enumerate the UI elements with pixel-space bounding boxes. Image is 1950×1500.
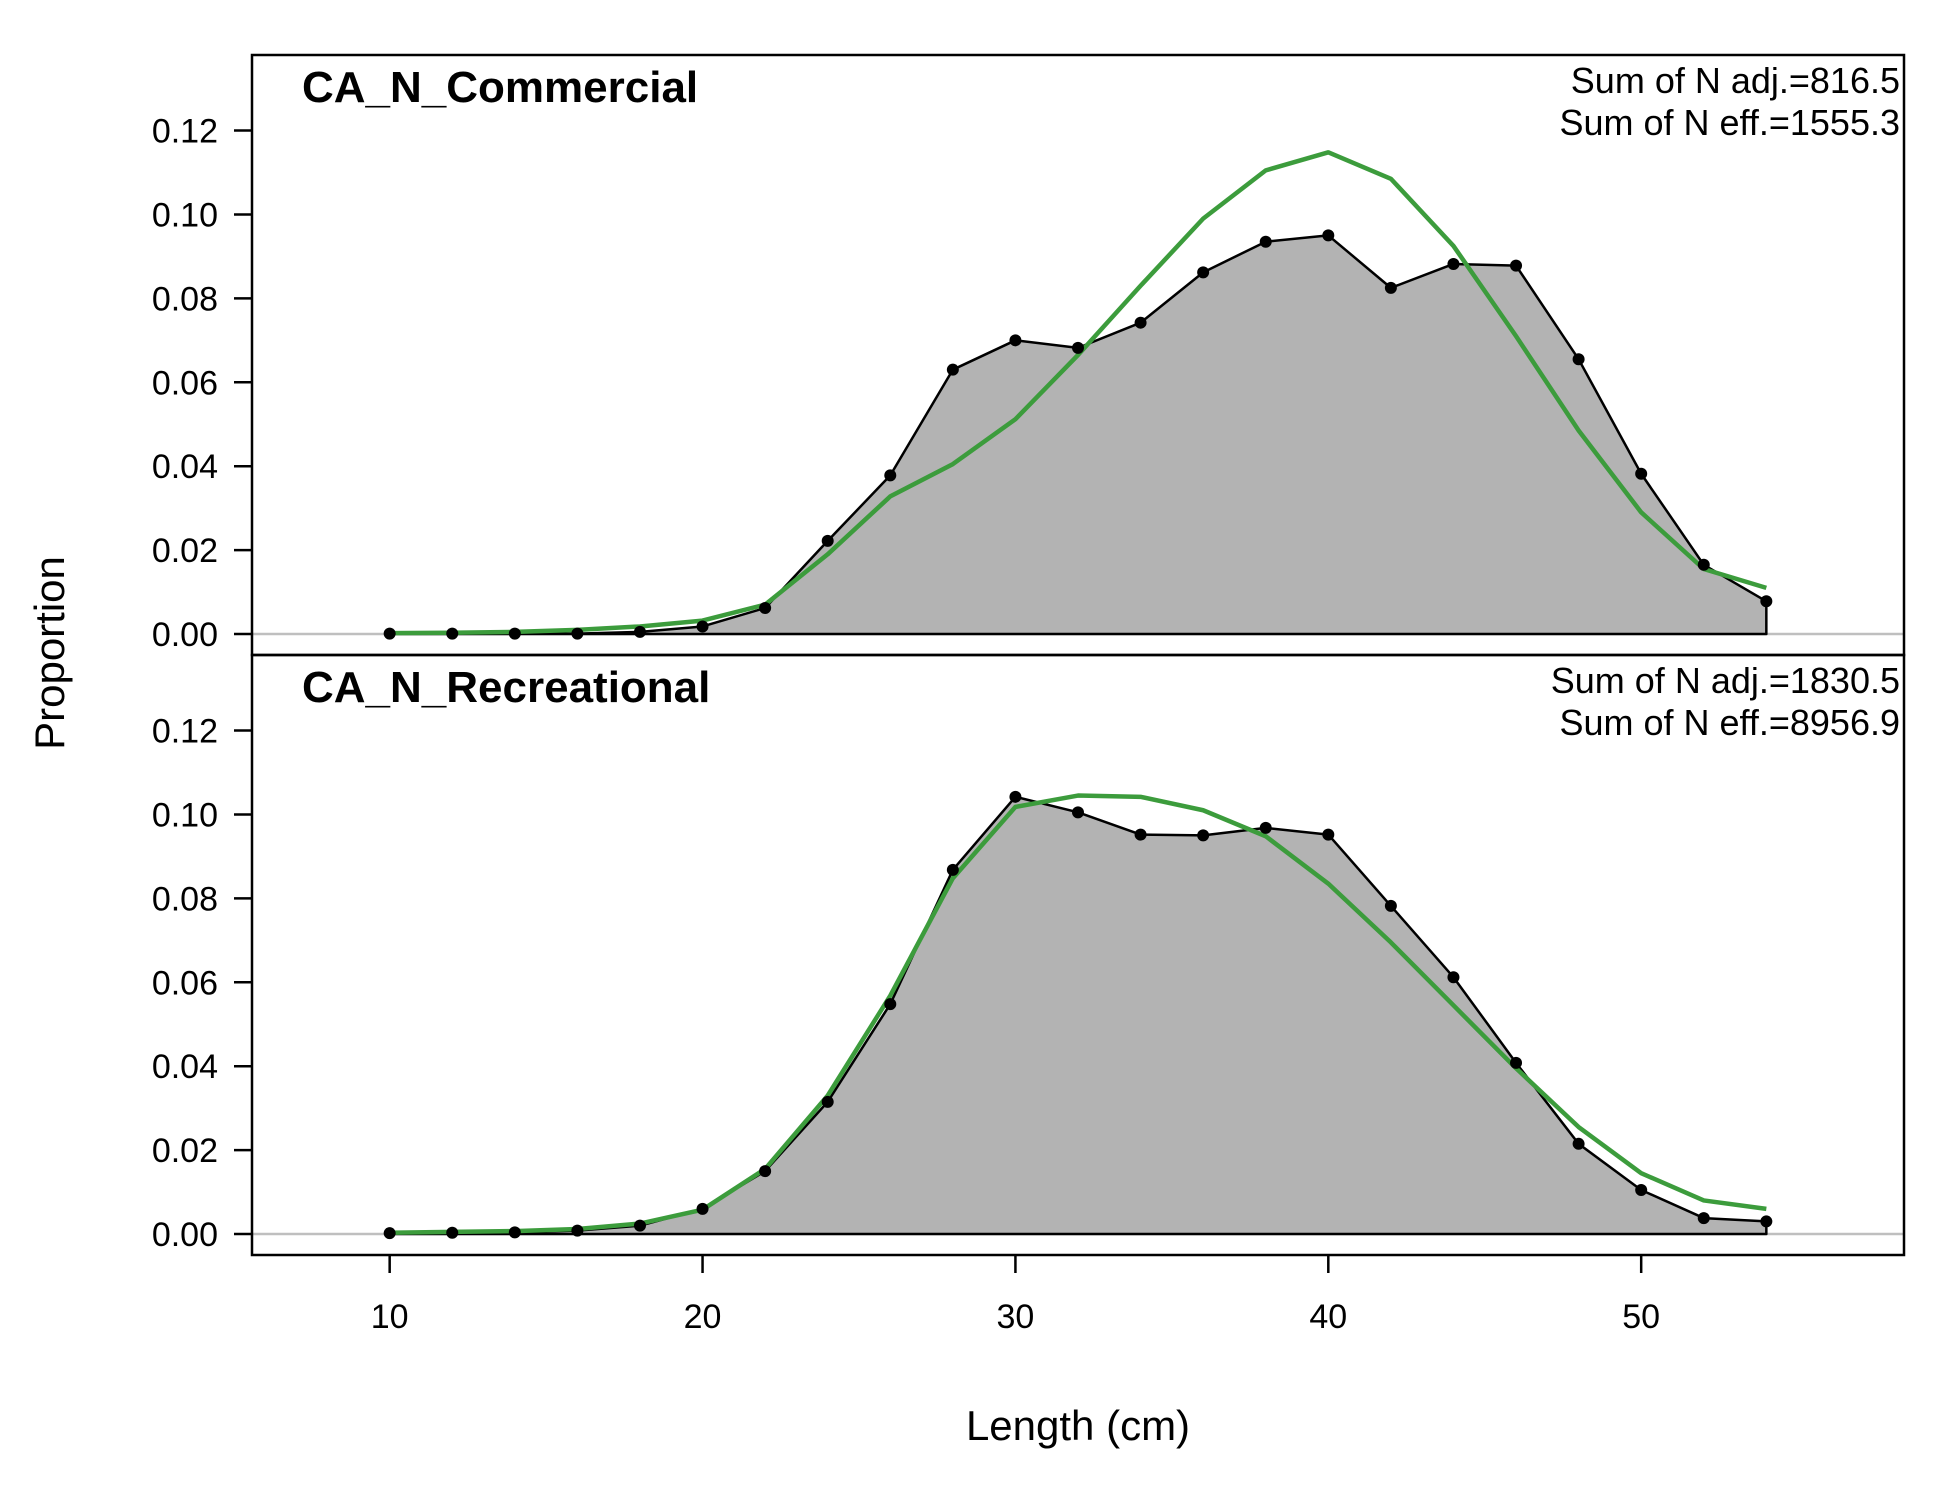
observed-point <box>1635 467 1648 480</box>
observed-point <box>1447 971 1460 984</box>
observed-point <box>1510 259 1523 272</box>
y-tick-label: 0.04 <box>152 1048 218 1086</box>
observed-point <box>1009 790 1022 803</box>
observed-point <box>1072 806 1084 819</box>
y-tick-label: 0.00 <box>152 616 218 654</box>
panel-1: 0.00 0.02 0.04 0.06 0.08 0.10 0.12 CA_N_Commerc… <box>152 53 1906 657</box>
y-axis-title: Proportion <box>26 556 73 750</box>
observed-point <box>571 1224 584 1237</box>
observed-point <box>508 1226 521 1239</box>
y-tick-label: 0.08 <box>152 280 218 318</box>
observed-point <box>383 627 396 640</box>
y-tick-label: 0.02 <box>152 1132 218 1170</box>
observed-point <box>1197 829 1210 842</box>
observed-point <box>946 363 959 376</box>
x-tick-label: 10 <box>371 1298 409 1336</box>
observed-point <box>1572 1137 1585 1150</box>
observed-point <box>1384 899 1397 912</box>
observed-point <box>383 1227 396 1240</box>
observed-point <box>1259 821 1272 834</box>
observed-point <box>633 1219 646 1232</box>
observed-point <box>884 469 897 482</box>
sum-n-adj-label: Sum of N adj.=816.5 <box>1571 60 1900 101</box>
expected-line <box>389 793 1767 1236</box>
observed-point <box>508 627 521 640</box>
observed-point <box>821 1095 834 1108</box>
y-tick-label: 0.12 <box>152 713 218 751</box>
observed-point <box>1259 235 1272 248</box>
panel-2: 0.00 0.02 0.04 0.06 0.08 0.10 0.12 CA_N_Recreat… <box>152 653 1906 1257</box>
observed-point <box>1009 334 1022 347</box>
observed-point <box>696 620 709 633</box>
observed-point <box>1697 1212 1710 1225</box>
panel-title: CA_N_Recreational <box>302 663 710 712</box>
observed-point <box>1134 828 1147 841</box>
sum-n-eff-label: Sum of N eff.=1555.3 <box>1559 102 1900 143</box>
observed-point <box>1572 353 1585 366</box>
observed-point <box>821 534 834 547</box>
y-tick-label: 0.12 <box>152 113 218 151</box>
observed-point <box>446 627 459 640</box>
observed-point <box>1510 1056 1523 1069</box>
observed-point <box>884 998 897 1011</box>
observed-point <box>446 1226 459 1239</box>
observed-point <box>1322 828 1335 841</box>
y-tick-label: 0.08 <box>152 880 218 918</box>
x-tick-label: 20 <box>684 1298 722 1336</box>
expected-line <box>389 150 1767 636</box>
x-axis: 10 20 30 40 50 <box>371 1255 1660 1336</box>
sum-n-adj-label: Sum of N adj.=1830.5 <box>1551 660 1900 701</box>
observed-point <box>759 1165 772 1178</box>
observed-point <box>1197 266 1210 279</box>
observed-point <box>1760 1215 1773 1228</box>
observed-point <box>1635 1183 1648 1196</box>
observed-point <box>1134 316 1147 329</box>
x-axis-title: Length (cm) <box>966 1402 1190 1449</box>
observed-area <box>388 795 1768 1236</box>
observed-area <box>388 234 1768 636</box>
x-tick-label: 40 <box>1309 1298 1347 1336</box>
observed-point <box>759 602 772 615</box>
y-tick-label: 0.10 <box>152 196 218 234</box>
x-tick-label: 50 <box>1622 1298 1660 1336</box>
observed-point <box>696 1202 709 1215</box>
y-tick-label: 0.06 <box>152 364 218 402</box>
observed-point <box>1384 281 1397 294</box>
x-tick-label: 30 <box>997 1298 1035 1336</box>
y-tick-label: 0.10 <box>152 796 218 834</box>
observed-point <box>571 627 584 640</box>
observed-point <box>1447 257 1460 270</box>
sum-n-eff-label: Sum of N eff.=8956.9 <box>1559 702 1900 743</box>
observed-point <box>1697 558 1710 571</box>
y-tick-label: 0.04 <box>152 448 218 486</box>
panels-group: 0.00 0.02 0.04 0.06 0.08 0.10 0.12 CA_N_Commerc… <box>152 53 1906 1257</box>
y-tick-label: 0.06 <box>152 964 218 1002</box>
panel-title: CA_N_Commercial <box>302 63 698 112</box>
observed-point <box>1072 341 1084 354</box>
observed-point <box>633 625 646 638</box>
observed-point <box>1760 595 1773 608</box>
observed-point <box>1322 229 1335 242</box>
y-tick-label: 0.00 <box>152 1216 218 1254</box>
panel-frame <box>250 653 1906 1257</box>
observed-point <box>946 863 959 876</box>
y-tick-label: 0.02 <box>152 532 218 570</box>
